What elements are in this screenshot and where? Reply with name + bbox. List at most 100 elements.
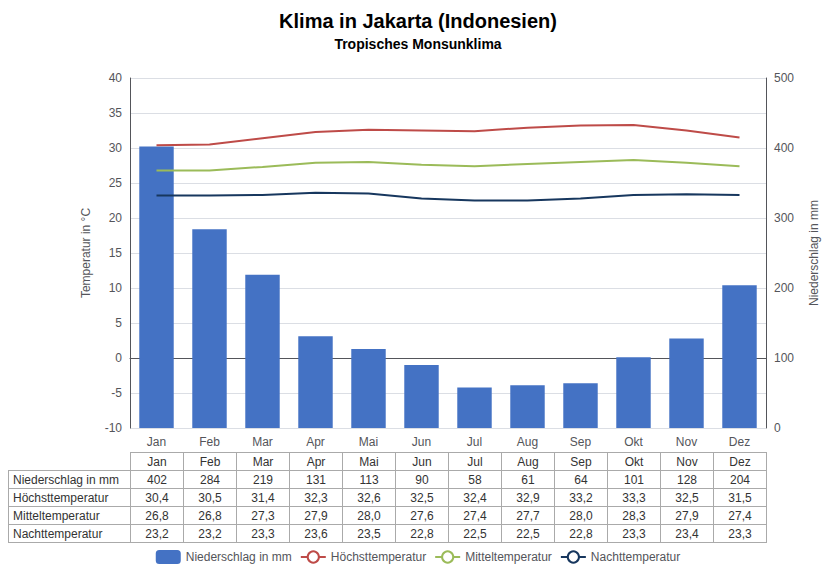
svg-text:Klima in Jakarta (Indonesien): Klima in Jakarta (Indonesien): [279, 10, 557, 32]
svg-text:Sep: Sep: [570, 435, 592, 449]
html-text:Jan: Jan: [147, 454, 167, 469]
html-text:Sep: Sep: [570, 454, 592, 469]
html-text:30,4: 30,4: [145, 490, 169, 505]
svg-text:Niederschlag in mm: Niederschlag in mm: [186, 550, 292, 564]
svg-text:300: 300: [774, 211, 794, 225]
html-text:219: 219: [253, 472, 273, 487]
html-text:32,5: 32,5: [675, 490, 699, 505]
svg-text:Niederschlag in mm: Niederschlag in mm: [807, 200, 821, 306]
html-text:Feb: Feb: [199, 454, 221, 469]
html-text:23,5: 23,5: [357, 526, 381, 541]
svg-text:500: 500: [774, 71, 794, 85]
html-text:Dez: Dez: [729, 454, 751, 469]
svg-text:Jan: Jan: [147, 435, 166, 449]
svg-text:Jun: Jun: [412, 435, 431, 449]
html-text:101: 101: [624, 472, 644, 487]
html-text:Mitteltemperatur: Mitteltemperatur: [13, 508, 100, 523]
svg-text:Temperatur in °C: Temperatur in °C: [79, 208, 93, 298]
html-text:27,7: 27,7: [516, 508, 540, 523]
html-text:32,4: 32,4: [463, 490, 487, 505]
svg-text:Tropisches Monsunklima: Tropisches Monsunklima: [334, 36, 501, 52]
html-text:Apr: Apr: [306, 454, 326, 469]
svg-text:Mai: Mai: [359, 435, 378, 449]
html-text:23,4: 23,4: [675, 526, 699, 541]
html-text:402: 402: [147, 472, 167, 487]
html-text:26,8: 26,8: [145, 508, 169, 523]
html-text:Nov: Nov: [676, 454, 698, 469]
svg-text:Mitteltemperatur: Mitteltemperatur: [465, 550, 552, 564]
html-text:61: 61: [521, 472, 535, 487]
html-text:27,9: 27,9: [304, 508, 328, 523]
html-text:Höchsttemperatur: Höchsttemperatur: [13, 490, 109, 505]
html-text:284: 284: [200, 472, 220, 487]
html-text:28,0: 28,0: [569, 508, 593, 523]
html-text:58: 58: [468, 472, 482, 487]
svg-text:400: 400: [774, 141, 794, 155]
svg-text:35: 35: [109, 106, 123, 120]
html-text:22,5: 22,5: [516, 526, 540, 541]
html-text:26,8: 26,8: [198, 508, 222, 523]
html-text:Aug: Aug: [517, 454, 539, 469]
html-text:31,4: 31,4: [251, 490, 275, 505]
svg-text:30: 30: [109, 141, 123, 155]
html-text:33,3: 33,3: [622, 490, 646, 505]
svg-text:Höchsttemperatur: Höchsttemperatur: [331, 550, 426, 564]
html-text:22,8: 22,8: [569, 526, 593, 541]
html-text:32,9: 32,9: [516, 490, 540, 505]
html-text:32,3: 32,3: [304, 490, 328, 505]
html-text:32,5: 32,5: [410, 490, 434, 505]
svg-text:Dez: Dez: [729, 435, 750, 449]
svg-text:200: 200: [774, 281, 794, 295]
svg-text:100: 100: [774, 351, 794, 365]
svg-text:25: 25: [109, 176, 123, 190]
svg-text:0: 0: [115, 351, 122, 365]
html-text:27,4: 27,4: [463, 508, 487, 523]
svg-text:Nachttemperatur: Nachttemperatur: [591, 550, 680, 564]
svg-text:Jul: Jul: [467, 435, 482, 449]
html-text:23,3: 23,3: [251, 526, 275, 541]
html-text:27,4: 27,4: [728, 508, 752, 523]
html-text:204: 204: [730, 472, 750, 487]
svg-text:15: 15: [109, 246, 123, 260]
html-text:23,2: 23,2: [145, 526, 169, 541]
svg-text:-5: -5: [111, 386, 122, 400]
html-text:30,5: 30,5: [198, 490, 222, 505]
html-text:131: 131: [306, 472, 326, 487]
html-text:Mai: Mai: [359, 454, 379, 469]
html-text:28,0: 28,0: [357, 508, 381, 523]
html-text:22,5: 22,5: [463, 526, 487, 541]
html-text:22,8: 22,8: [410, 526, 434, 541]
html-text:27,9: 27,9: [675, 508, 699, 523]
html-text:128: 128: [677, 472, 697, 487]
svg-text:0: 0: [774, 421, 781, 435]
html-text:31,5: 31,5: [728, 490, 752, 505]
svg-text:Mar: Mar: [252, 435, 273, 449]
html-text:Nachttemperatur: Nachttemperatur: [13, 526, 103, 541]
html-text:23,2: 23,2: [198, 526, 222, 541]
html-text:113: 113: [359, 472, 379, 487]
svg-text:Okt: Okt: [624, 435, 643, 449]
svg-text:Feb: Feb: [199, 435, 220, 449]
html-text:Jul: Jul: [467, 454, 483, 469]
svg-text:20: 20: [109, 211, 123, 225]
html-text:Mar: Mar: [252, 454, 274, 469]
svg-text:Aug: Aug: [517, 435, 538, 449]
html-text:32,6: 32,6: [357, 490, 381, 505]
html-text:90: 90: [415, 472, 429, 487]
html-text:23,3: 23,3: [728, 526, 752, 541]
svg-text:5: 5: [115, 316, 122, 330]
html-text:28,3: 28,3: [622, 508, 646, 523]
html-text:27,3: 27,3: [251, 508, 275, 523]
svg-text:40: 40: [109, 71, 123, 85]
svg-text:10: 10: [109, 281, 123, 295]
html-text:Jun: Jun: [412, 454, 432, 469]
html-text:23,6: 23,6: [304, 526, 328, 541]
svg-text:Nov: Nov: [676, 435, 697, 449]
html-text:33,2: 33,2: [569, 490, 593, 505]
html-text:Okt: Okt: [624, 454, 644, 469]
svg-text:Apr: Apr: [306, 435, 325, 449]
html-text:23,3: 23,3: [622, 526, 646, 541]
html-text:Niederschlag in mm: Niederschlag in mm: [13, 472, 119, 487]
html-text:27,6: 27,6: [410, 508, 434, 523]
svg-text:-10: -10: [105, 421, 123, 435]
